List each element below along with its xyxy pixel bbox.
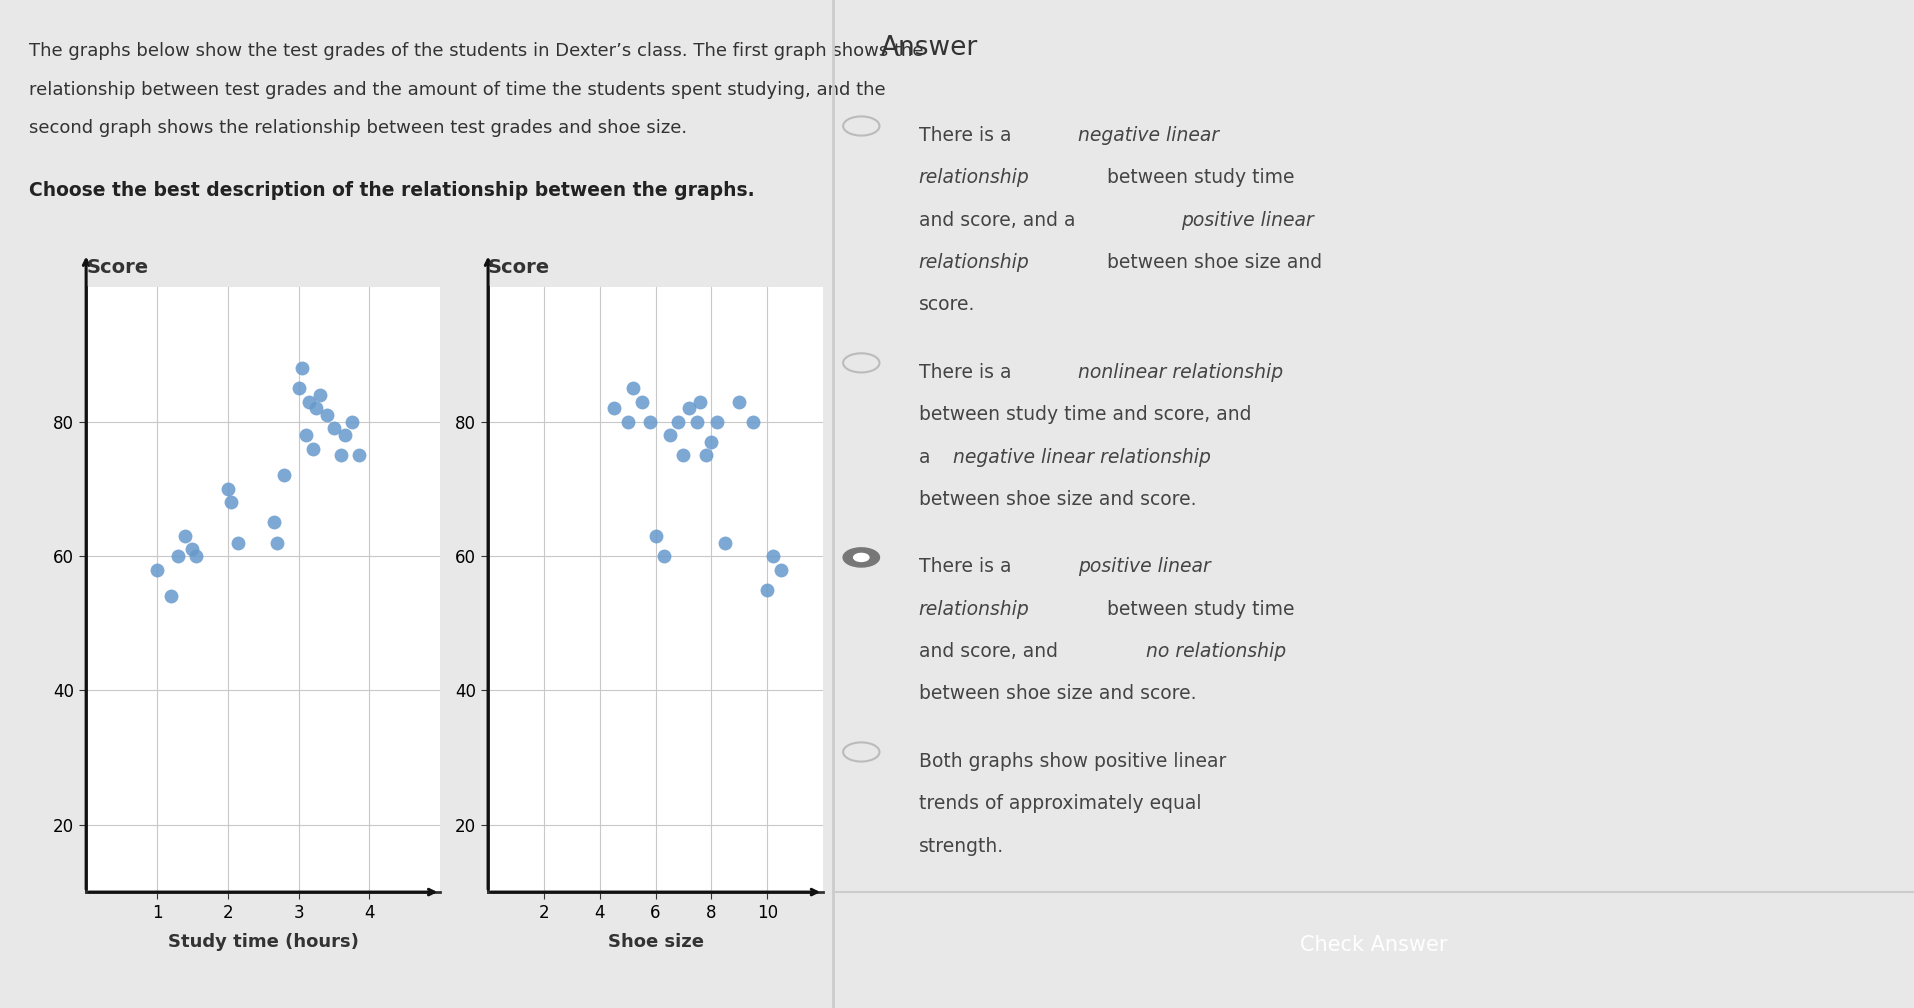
- Point: [283, 380, 314, 396]
- Point: [170, 528, 201, 544]
- Point: [176, 541, 209, 557]
- Point: [685, 393, 716, 409]
- Text: between shoe size and score.: between shoe size and score.: [919, 490, 1196, 509]
- Point: [739, 413, 769, 429]
- Text: Score: Score: [86, 258, 147, 277]
- Text: a: a: [919, 448, 936, 467]
- X-axis label: Study time (hours): Study time (hours): [168, 933, 358, 951]
- Text: The graphs below show the test grades of the students in Dexter’s class. The fir: The graphs below show the test grades of…: [29, 42, 923, 60]
- Point: [655, 427, 685, 444]
- Point: [224, 534, 255, 550]
- Point: [216, 494, 247, 510]
- Point: [258, 514, 289, 530]
- Text: positive linear: positive linear: [1181, 211, 1313, 230]
- Point: [758, 548, 789, 564]
- Point: [295, 393, 325, 409]
- Text: There is a: There is a: [919, 557, 1016, 577]
- Text: Both graphs show positive linear: Both graphs show positive linear: [919, 752, 1227, 771]
- Text: Check Answer: Check Answer: [1300, 935, 1447, 955]
- Text: no relationship: no relationship: [1146, 642, 1286, 661]
- Point: [180, 548, 211, 564]
- Text: trends of approximately equal: trends of approximately equal: [919, 794, 1202, 813]
- Point: [325, 448, 356, 464]
- Text: nonlinear relationship: nonlinear relationship: [1078, 363, 1282, 382]
- Text: Score: Score: [488, 258, 549, 277]
- Point: [635, 413, 666, 429]
- Point: [618, 380, 649, 396]
- Point: [639, 528, 672, 544]
- Text: There is a: There is a: [919, 126, 1016, 145]
- Point: [697, 433, 727, 450]
- Point: [612, 413, 643, 429]
- Point: [163, 548, 193, 564]
- Text: strength.: strength.: [919, 837, 1003, 856]
- Text: positive linear: positive linear: [1078, 557, 1210, 577]
- Text: score.: score.: [919, 295, 974, 314]
- Text: There is a: There is a: [919, 363, 1016, 382]
- Point: [287, 360, 318, 376]
- Text: between study time: between study time: [1101, 168, 1294, 187]
- Point: [662, 413, 693, 429]
- Point: [291, 427, 322, 444]
- Point: [212, 481, 243, 497]
- Text: negative linear relationship: negative linear relationship: [953, 448, 1212, 467]
- Point: [674, 400, 704, 416]
- Point: [681, 413, 712, 429]
- Point: [318, 420, 350, 436]
- Point: [329, 427, 360, 444]
- Point: [304, 387, 335, 403]
- Text: Choose the best description of the relationship between the graphs.: Choose the best description of the relat…: [29, 181, 754, 201]
- Point: [297, 440, 327, 457]
- Text: and score, and: and score, and: [919, 642, 1064, 661]
- Point: [723, 393, 754, 409]
- Text: between shoe size and: between shoe size and: [1101, 253, 1323, 272]
- Text: and score, and a: and score, and a: [919, 211, 1081, 230]
- Text: negative linear: negative linear: [1078, 126, 1219, 145]
- Point: [312, 407, 343, 423]
- Text: relationship: relationship: [919, 253, 1030, 272]
- Text: relationship: relationship: [919, 168, 1030, 187]
- X-axis label: Shoe size: Shoe size: [607, 933, 704, 951]
- Point: [710, 534, 741, 550]
- Point: [155, 589, 186, 605]
- Point: [626, 393, 657, 409]
- Point: [702, 413, 733, 429]
- Text: Answer: Answer: [880, 35, 978, 61]
- Point: [300, 400, 331, 416]
- Text: between shoe size and score.: between shoe size and score.: [919, 684, 1196, 704]
- Point: [270, 468, 300, 484]
- Point: [262, 534, 293, 550]
- Point: [599, 400, 630, 416]
- Point: [337, 413, 367, 429]
- Text: between study time and score, and: between study time and score, and: [919, 405, 1252, 424]
- Point: [343, 448, 373, 464]
- Text: relationship between test grades and the amount of time the students spent study: relationship between test grades and the…: [29, 81, 886, 99]
- Point: [142, 561, 172, 578]
- Point: [691, 448, 722, 464]
- Point: [766, 561, 796, 578]
- Text: relationship: relationship: [919, 600, 1030, 619]
- Point: [752, 582, 783, 598]
- Text: second graph shows the relationship between test grades and shoe size.: second graph shows the relationship betw…: [29, 119, 687, 137]
- Point: [668, 448, 699, 464]
- Text: between study time: between study time: [1101, 600, 1294, 619]
- Point: [649, 548, 679, 564]
